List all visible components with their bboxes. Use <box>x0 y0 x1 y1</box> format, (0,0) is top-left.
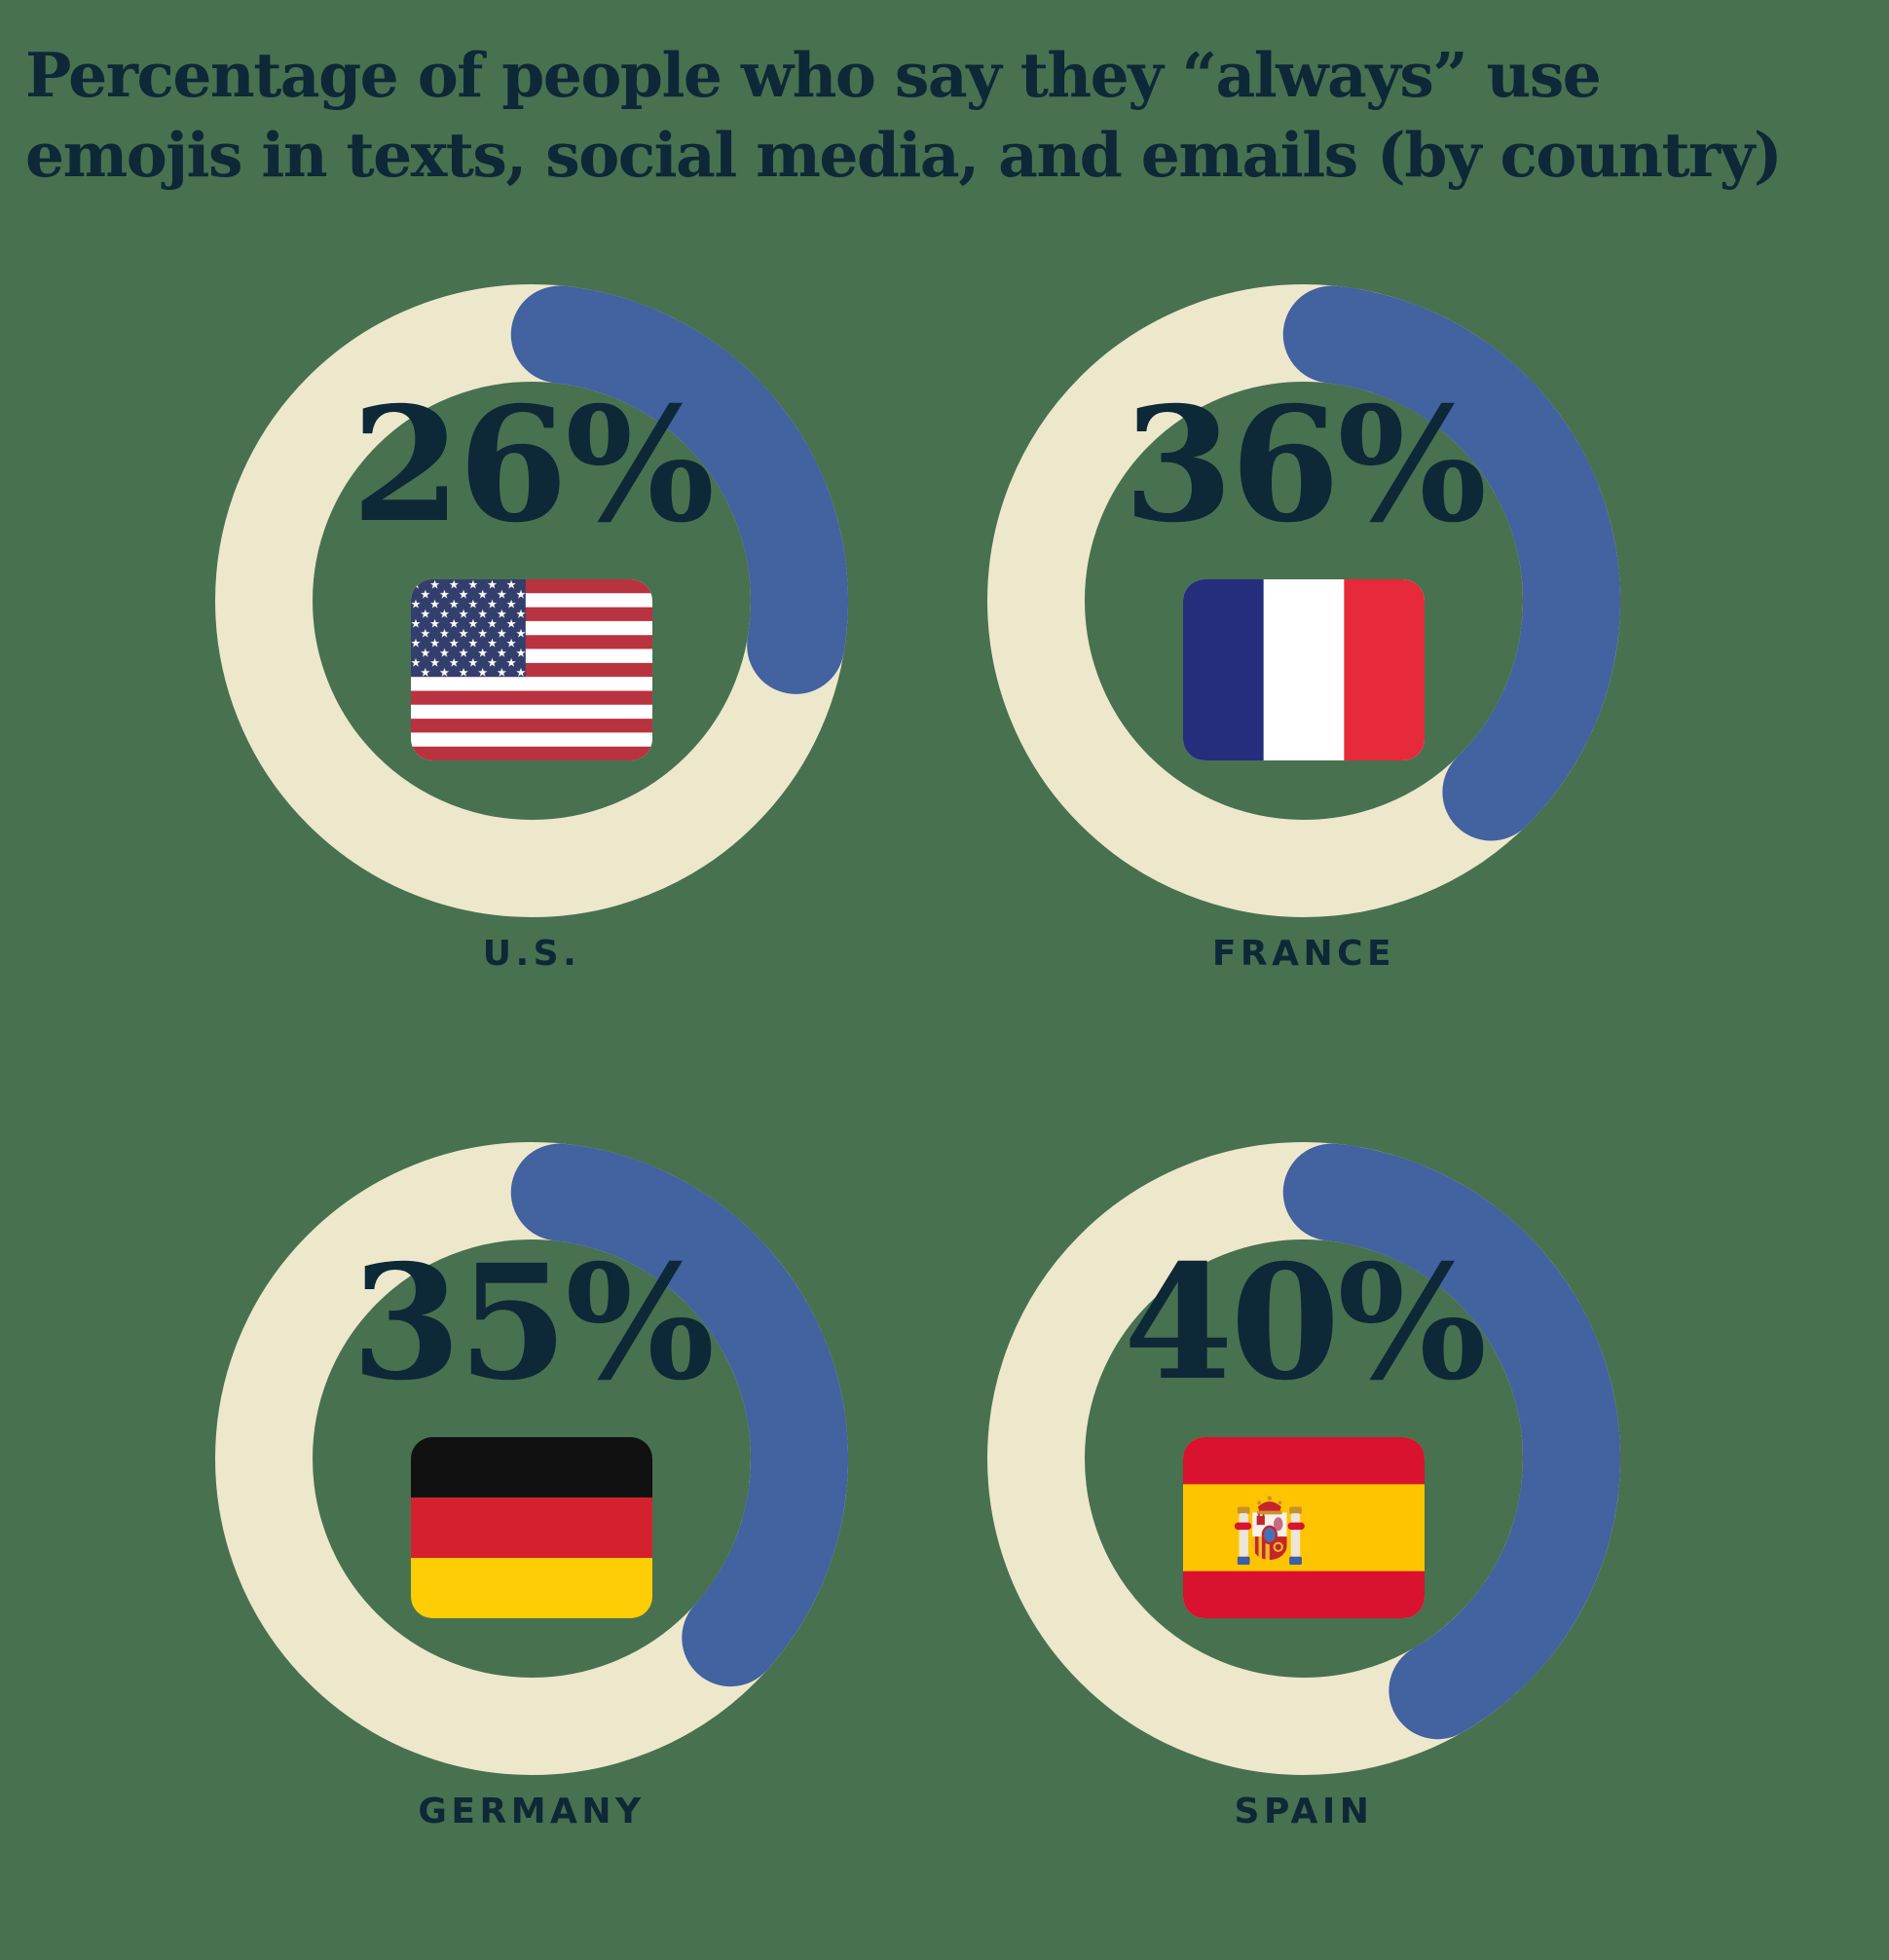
donut-arc <box>987 1142 1620 1775</box>
donut-ring <box>215 284 848 917</box>
spain-flag-icon <box>1183 1437 1425 1618</box>
country-label: FRANCE <box>1211 934 1396 974</box>
country-donut-group-es: 40% <box>987 1142 1620 1868</box>
france-flag-icon <box>1183 579 1425 760</box>
donut-arc <box>215 284 848 917</box>
country-label: GERMANY <box>418 1792 646 1831</box>
country-flag <box>411 579 652 760</box>
donut-ring <box>987 284 1620 917</box>
country-donut-group-us: 26% U.S. <box>215 284 848 1010</box>
percent-value: 35% <box>351 1231 715 1416</box>
donut-ring <box>987 1142 1620 1775</box>
percent-value: 36% <box>1123 373 1487 558</box>
country-donut-group-de: 35% GERMANY <box>215 1142 848 1868</box>
chart-title-line1: Percentage of people who say they “alway… <box>25 39 1602 112</box>
chart-title-line2: emojis in texts, social media, and email… <box>25 119 1783 192</box>
spain-coat-of-arms <box>1234 1496 1305 1566</box>
donut-arc <box>987 284 1620 917</box>
country-flag <box>1183 1437 1425 1618</box>
country-flag <box>411 1437 652 1618</box>
country-donut-group-fr: 36% FRANCE <box>987 284 1620 1010</box>
percent-value: 40% <box>1123 1231 1487 1416</box>
donut-ring <box>215 1142 848 1775</box>
country-label: SPAIN <box>1234 1792 1374 1831</box>
chart-title: Percentage of people who say they “alway… <box>25 35 1875 195</box>
country-label: U.S. <box>482 934 581 974</box>
country-flag <box>1183 579 1425 760</box>
germany-flag-icon <box>411 1437 652 1618</box>
us-flag-icon <box>411 579 652 760</box>
percent-value: 26% <box>351 373 715 558</box>
donut-arc <box>215 1142 848 1775</box>
